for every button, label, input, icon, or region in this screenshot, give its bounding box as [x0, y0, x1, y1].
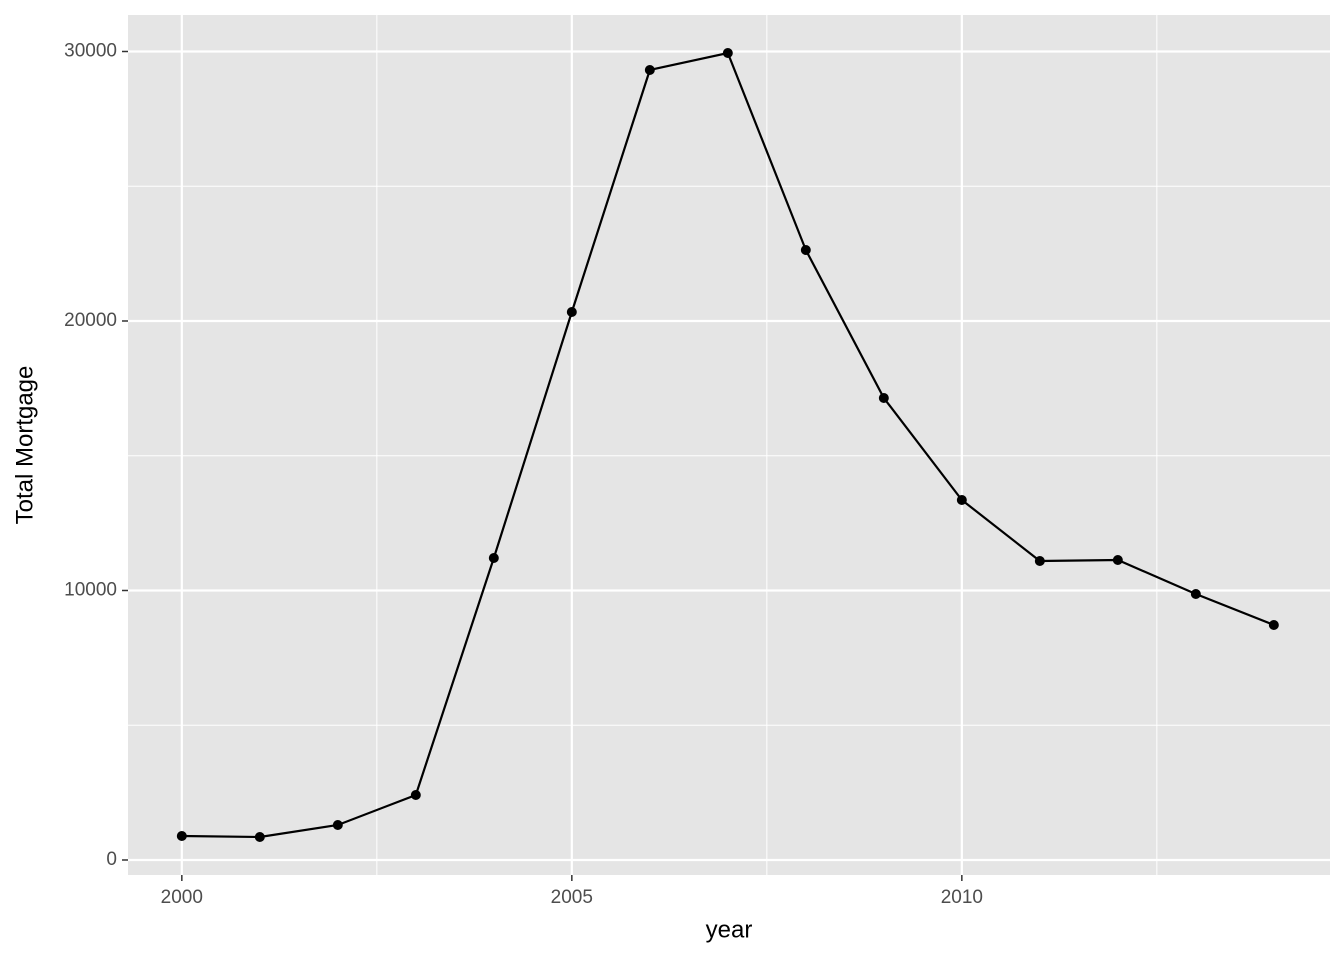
x-axis-title: year — [706, 916, 753, 943]
x-tick-label: 2000 — [161, 887, 203, 908]
point — [1112, 554, 1123, 565]
point — [1268, 619, 1279, 630]
point — [488, 552, 499, 563]
y-axis-title: Total Mortgage — [11, 366, 38, 525]
y-tick-label: 0 — [106, 849, 117, 870]
point — [176, 831, 187, 842]
x-tick-label: 2005 — [551, 887, 593, 908]
point — [254, 832, 265, 843]
plot — [176, 47, 1279, 843]
y-tick-label: 20000 — [64, 310, 117, 331]
y-tick-label: 30000 — [64, 41, 117, 62]
point — [644, 64, 655, 75]
panel — [128, 15, 1330, 875]
point — [878, 392, 889, 403]
point — [800, 244, 811, 255]
point — [1190, 588, 1201, 599]
point — [332, 819, 343, 830]
point — [956, 494, 967, 505]
point — [1034, 555, 1045, 566]
y-tick-label: 10000 — [64, 580, 117, 601]
x-tick-label: 2010 — [941, 887, 983, 908]
point — [722, 47, 733, 58]
point — [410, 789, 421, 800]
point — [566, 306, 577, 317]
